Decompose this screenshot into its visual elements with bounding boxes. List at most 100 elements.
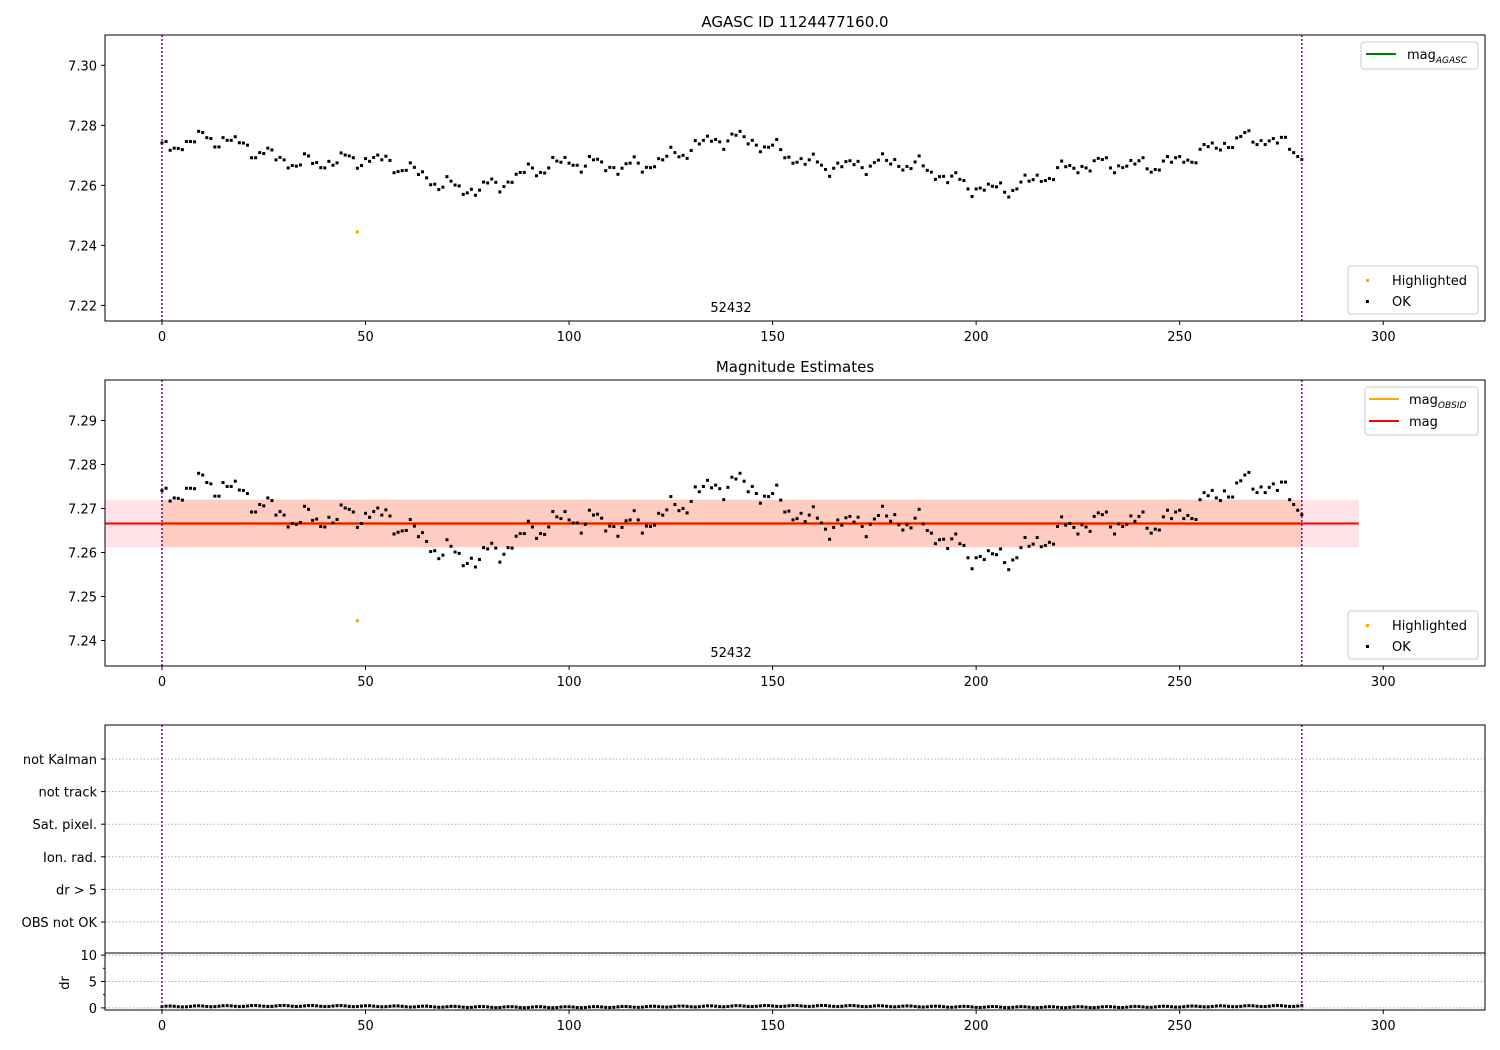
ok-point xyxy=(583,164,587,168)
ok-point xyxy=(1031,1006,1035,1010)
ok-point xyxy=(974,1005,978,1009)
ok-point xyxy=(290,164,294,168)
ok-point xyxy=(1104,156,1108,160)
ok-point xyxy=(270,148,274,152)
ok-point xyxy=(844,160,848,164)
ok-point xyxy=(1104,510,1108,514)
ok-point xyxy=(1051,1005,1055,1009)
ok-point xyxy=(335,1004,339,1008)
ok-point xyxy=(758,150,762,154)
ok-point xyxy=(1174,1005,1178,1009)
ok-point xyxy=(270,499,274,503)
ok-point xyxy=(1149,1005,1153,1009)
y-tick-label: 7.24 xyxy=(68,634,97,649)
ok-point xyxy=(848,159,852,163)
ok-point xyxy=(1194,161,1198,165)
ok-point xyxy=(498,1005,502,1009)
ok-point xyxy=(1239,479,1243,483)
agasc-points-legend: Highlighted OK xyxy=(1347,265,1479,315)
ok-point xyxy=(205,136,209,140)
ok-point xyxy=(319,1004,323,1008)
ok-point xyxy=(958,177,962,181)
ok-point xyxy=(193,487,197,491)
ok-point xyxy=(828,174,832,178)
ok-point xyxy=(262,504,266,508)
ok-point xyxy=(290,521,294,525)
ok-point xyxy=(872,517,876,521)
x-tick-label: 200 xyxy=(964,675,989,690)
ok-point xyxy=(767,495,771,499)
ok-point xyxy=(425,176,429,180)
ok-point xyxy=(1056,166,1060,170)
ok-point xyxy=(449,544,453,548)
ok-point xyxy=(783,156,787,160)
ok-point xyxy=(852,520,856,524)
ok-point xyxy=(653,523,657,527)
agasc-line-legend: magAGASC xyxy=(1360,41,1479,70)
ok-point xyxy=(860,1005,864,1009)
ok-point xyxy=(1214,1004,1218,1008)
ok-point xyxy=(567,1005,571,1009)
ok-point xyxy=(750,1005,754,1009)
ok-point xyxy=(815,1004,819,1008)
ok-point xyxy=(213,1005,217,1009)
ok-point xyxy=(933,542,937,546)
ok-point xyxy=(258,503,262,507)
ok-point xyxy=(486,181,490,185)
ok-point xyxy=(673,151,677,155)
ok-point xyxy=(1227,146,1231,150)
ok-point xyxy=(596,512,600,516)
ok-point xyxy=(758,501,762,505)
ok-point xyxy=(180,148,184,152)
ok-point xyxy=(604,529,608,533)
ok-point xyxy=(530,166,534,170)
ok-point xyxy=(1007,1006,1011,1010)
ok-point xyxy=(1141,510,1145,514)
ok-point xyxy=(274,513,278,517)
y-tick-label: 7.27 xyxy=(68,502,97,517)
ok-point xyxy=(1133,162,1137,166)
ok-point xyxy=(1104,1005,1108,1009)
ok-point xyxy=(473,193,477,197)
ok-point xyxy=(893,158,897,162)
ok-point xyxy=(738,471,742,475)
ok-point xyxy=(685,156,689,160)
ok-point xyxy=(164,486,168,490)
ok-point xyxy=(473,565,477,569)
ok-point xyxy=(714,483,718,487)
ok-point xyxy=(168,148,172,152)
estimates-title: Magnitude Estimates xyxy=(716,358,874,376)
ok-point xyxy=(640,1005,644,1009)
ok-point xyxy=(311,161,315,165)
ok-point xyxy=(567,518,571,522)
ok-point xyxy=(1068,1005,1072,1009)
ok-point xyxy=(701,484,705,488)
ok-point xyxy=(1035,536,1039,540)
ok-point xyxy=(506,180,510,184)
ok-point xyxy=(184,486,188,490)
ok-point xyxy=(180,498,184,502)
ok-point xyxy=(632,509,636,513)
ok-point xyxy=(172,1004,176,1008)
ok-point xyxy=(478,1005,482,1009)
ok-point xyxy=(278,155,282,159)
ok-point xyxy=(168,1004,172,1008)
ok-point xyxy=(388,158,392,162)
ok-point xyxy=(962,179,966,183)
ok-point xyxy=(1214,496,1218,500)
ok-point xyxy=(653,1004,657,1008)
ok-point xyxy=(416,1005,420,1009)
ok-point xyxy=(620,166,624,170)
ok-point xyxy=(783,1004,787,1008)
ok-point xyxy=(526,519,530,523)
ok-point xyxy=(209,1005,213,1009)
ok-point xyxy=(539,170,543,174)
ok-point xyxy=(591,1005,595,1009)
ok-point xyxy=(392,1004,396,1008)
ok-point xyxy=(860,525,864,529)
ok-point xyxy=(1121,166,1125,170)
ok-point xyxy=(1149,531,1153,535)
ok-point xyxy=(1096,1005,1100,1009)
ok-point xyxy=(815,516,819,520)
ok-point xyxy=(1178,1005,1182,1009)
